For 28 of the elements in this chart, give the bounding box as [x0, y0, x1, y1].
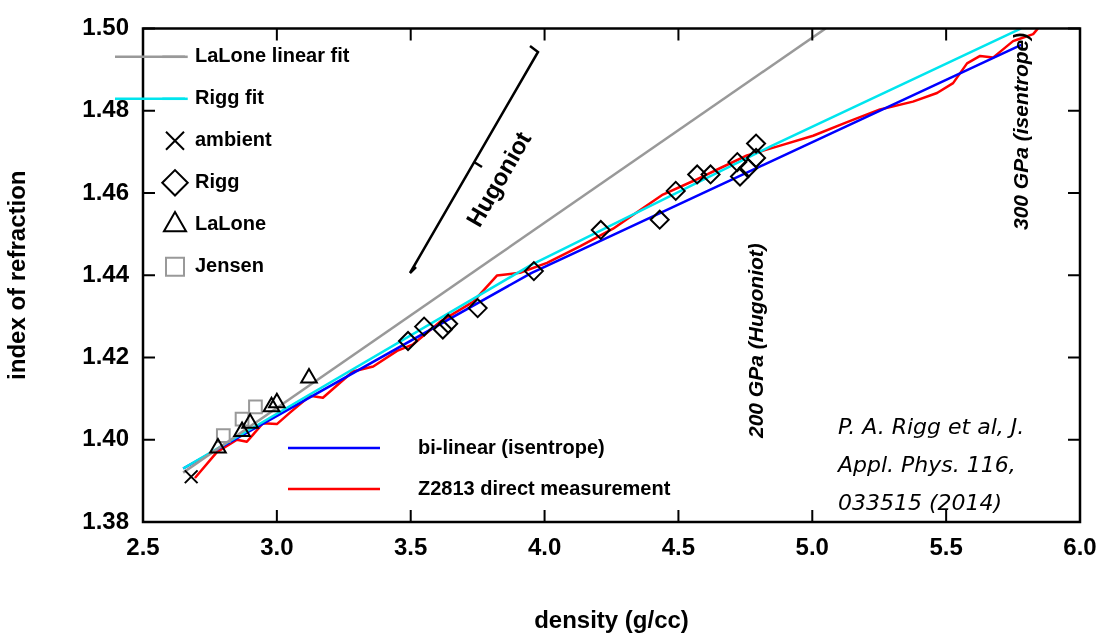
annotation: 300 GPa (isentrope): [1008, 32, 1032, 230]
y-tick-label: 1.44: [82, 259, 130, 287]
legend-label: Rigg: [195, 170, 240, 193]
x-tick-label: 4.5: [661, 533, 696, 561]
x-tick-label: 3.0: [260, 533, 294, 561]
x-tick-label: 4.0: [527, 533, 562, 561]
x-tick-label: 2.5: [126, 533, 160, 561]
y-axis-title: index of refraction: [3, 170, 31, 380]
x-tick-label: 6.0: [1063, 533, 1097, 561]
legend-label: bi-linear (isentrope): [418, 435, 605, 458]
legend-label: LaLone linear fit: [195, 44, 350, 67]
x-tick-label: 3.5: [394, 533, 428, 561]
y-tick-label: 1.46: [82, 177, 129, 205]
y-tick-label: 1.40: [82, 424, 129, 452]
x-tick-label: 5.0: [795, 533, 829, 561]
y-tick-label: 1.42: [82, 342, 129, 370]
y-tick-label: 1.48: [82, 95, 129, 123]
x-tick-label: 5.5: [929, 533, 963, 561]
legend-label: Jensen: [195, 254, 264, 277]
legend-label: Z2813 direct measurement: [418, 476, 671, 499]
x-axis-title: density (g/cc): [534, 606, 689, 634]
legend-label: ambient: [195, 128, 273, 151]
legend-label: LaLone: [195, 212, 267, 235]
annotation: P. A. Rigg et al, J. Appl. Phys. 116, 033515 (2014): [836, 413, 1025, 515]
legend-label: Rigg fit: [195, 86, 265, 109]
y-tick-label: 1.50: [82, 13, 129, 41]
annotation: 200 GPa (Hugoniot): [743, 243, 767, 439]
y-tick-label: 1.38: [82, 506, 129, 534]
